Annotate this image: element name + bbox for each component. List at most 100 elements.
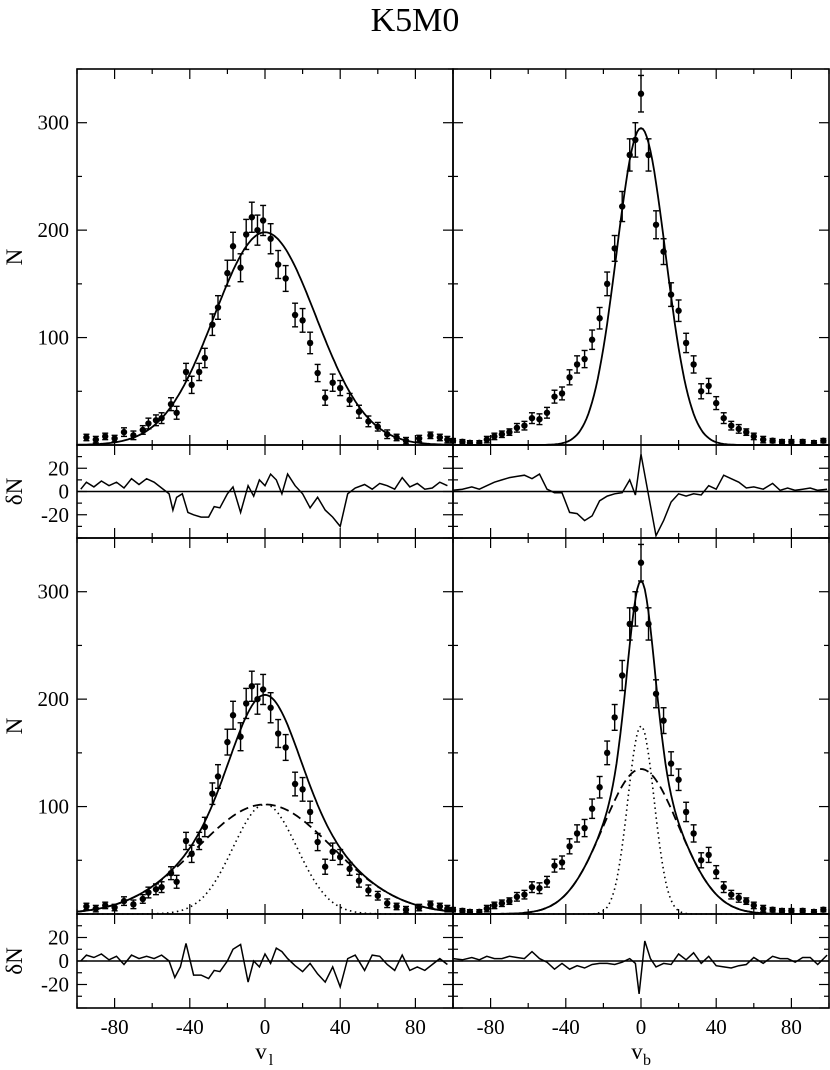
upper-left-data-point — [188, 381, 195, 389]
upper-right-data-point — [543, 409, 551, 416]
lower-right-data-point — [720, 883, 727, 891]
upper-right-data-point — [626, 151, 633, 159]
resid-lower-left-xlabel-sub: l — [269, 1052, 274, 1069]
upper-left-data-point — [259, 217, 267, 224]
upper-left-data-point — [173, 409, 180, 416]
lower-right-data-point — [760, 905, 767, 912]
upper-left-ylabel: N — [2, 248, 27, 265]
lower-right-data-point — [573, 830, 581, 837]
lower-left-data-point — [314, 838, 321, 846]
upper-left-data-point — [130, 432, 137, 439]
upper-left-frame — [76, 68, 454, 446]
upper-right-data-point — [667, 291, 675, 298]
lower-left-data-point — [444, 905, 451, 912]
lower-left-data-point — [436, 903, 444, 910]
upper-left-data-point — [321, 394, 329, 401]
upper-left-data-point — [214, 304, 222, 311]
lower-right-data-point — [690, 830, 697, 837]
figure-title: K5M0 — [370, 2, 460, 39]
upper-left-data-point — [182, 368, 190, 376]
resid-lower-left-xtick-label: 40 — [330, 1015, 351, 1039]
lower-right-data-point — [750, 902, 757, 909]
upper-left-ytick-label: 300 — [38, 111, 70, 135]
upper-left-data-point — [365, 418, 372, 425]
upper-right-data-point — [573, 361, 581, 368]
lower-left-data-point — [201, 823, 209, 831]
lower-right-data-point — [551, 862, 558, 869]
resid-upper-left-ytick-label: -20 — [41, 503, 69, 527]
resid-lower-left-xtick-label: -80 — [101, 1015, 129, 1039]
lower-left-data-point — [346, 865, 353, 873]
lower-right-data-point — [566, 843, 573, 850]
lower-right-data-point — [645, 620, 652, 628]
resid-lower-right-xtick-label: 80 — [781, 1015, 802, 1039]
upper-left-data-point — [436, 434, 444, 441]
upper-left-data-point — [346, 396, 353, 404]
upper-left-data-point — [167, 400, 175, 408]
lower-right-data-point — [543, 878, 551, 885]
lower-left-data-point — [139, 895, 146, 903]
resid-lower-left-ylabel: δN — [2, 947, 27, 975]
lower-right-data-point — [498, 900, 506, 907]
lower-left-data-point — [248, 683, 256, 690]
lower-left-data-point — [196, 837, 203, 845]
upper-left-data-point — [402, 437, 410, 444]
upper-left-data-point — [83, 434, 90, 441]
resid-lower-left-residual-line — [80, 943, 448, 990]
resid-lower-right-xtick-label: 40 — [706, 1015, 727, 1039]
resid-lower-left-ytick-label: -20 — [41, 973, 69, 997]
upper-right-frame — [452, 68, 830, 446]
upper-left-data-point — [337, 384, 344, 392]
upper-left-data-point — [224, 269, 231, 277]
lower-right-data-point — [820, 906, 827, 913]
upper-right-data-point — [760, 436, 767, 443]
upper-left-data-point — [427, 432, 434, 439]
upper-right-data-point — [513, 424, 521, 432]
lower-right-data-point — [581, 824, 588, 832]
upper-left-data-point — [329, 379, 336, 386]
lower-right-data-point — [788, 907, 795, 914]
lower-left-data-point — [415, 904, 423, 911]
upper-right-data-point — [690, 361, 697, 368]
lower-left-ytick-label: 100 — [38, 795, 70, 819]
upper-right-data-point — [820, 437, 827, 444]
upper-left-data-point — [196, 368, 203, 376]
upper-left-data-point — [158, 414, 165, 422]
lower-left-data-point — [299, 786, 306, 793]
upper-left-data-point — [355, 408, 363, 415]
upper-left-data-point — [243, 231, 250, 238]
lower-right-data-point — [449, 906, 457, 913]
lower-right-data-point — [513, 893, 521, 901]
lower-left-data-point — [259, 686, 267, 693]
upper-left-data-point — [237, 264, 244, 271]
lower-left-data-point — [402, 906, 410, 913]
lower-left-data-point — [337, 853, 344, 861]
lower-left-data-point — [209, 790, 216, 797]
upper-left-ytick-label: 200 — [38, 218, 70, 242]
lower-right-curve-solid — [453, 579, 829, 915]
lower-right-curve-dotted — [453, 724, 829, 915]
lower-left-data-point — [188, 850, 195, 858]
lower-right-data-point — [769, 906, 776, 913]
upper-left-data-point — [314, 369, 321, 377]
lower-left-data-point — [92, 905, 100, 912]
upper-left-data-point — [209, 321, 216, 328]
lower-right-data-point — [728, 891, 735, 898]
lower-right-data-point — [660, 717, 667, 724]
lower-left-ytick-label: 300 — [38, 580, 70, 604]
lower-right-data-point — [619, 672, 626, 679]
upper-left-ytick-label: 100 — [38, 326, 70, 350]
upper-right-data-point — [788, 438, 795, 445]
lower-right-data-point — [491, 902, 498, 909]
upper-right-data-point — [566, 374, 573, 381]
resid-upper-left-ytick-label: 0 — [59, 480, 70, 504]
lower-left-data-point — [214, 773, 222, 780]
lower-right-data-point — [626, 620, 633, 628]
upper-right-data-point — [652, 221, 660, 228]
lower-left-data-point — [102, 902, 109, 909]
upper-right-data-point — [720, 414, 727, 422]
lower-left-data-point — [120, 897, 128, 905]
lower-right-data-point — [558, 859, 566, 866]
resid-lower-right-residual-line — [452, 940, 828, 994]
upper-right-data-point — [528, 414, 536, 422]
